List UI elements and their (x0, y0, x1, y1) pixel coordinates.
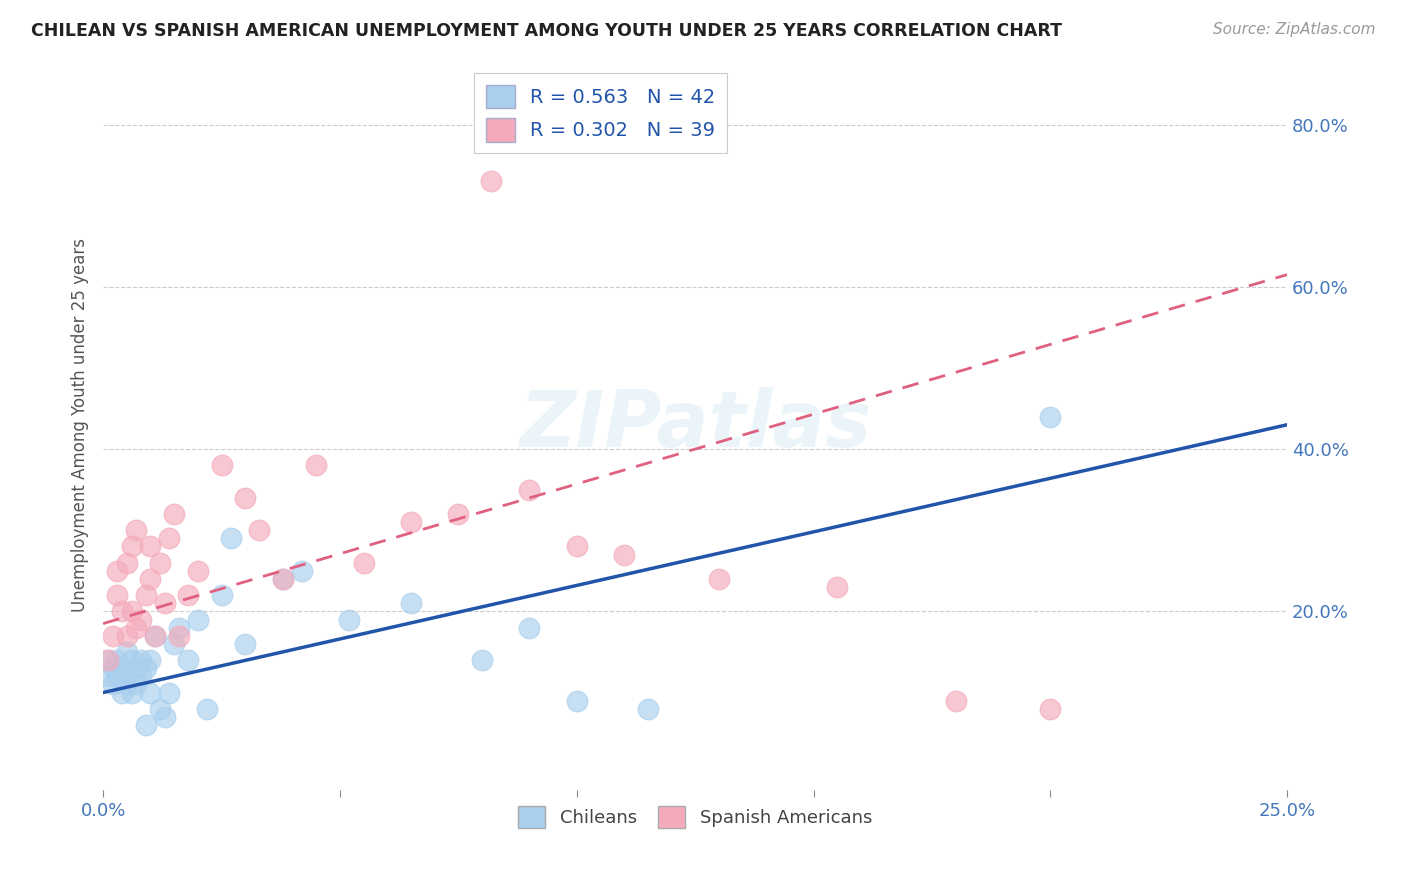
Point (97, 653, 120, 667)
Point (399, 596, 422, 610)
Point (135, 718, 157, 732)
Point (139, 572, 162, 586)
Point (139, 653, 162, 667)
Point (211, 458, 233, 473)
Point (139, 685, 162, 699)
Point (481, 174, 503, 188)
Point (195, 702, 218, 716)
Point (149, 556, 172, 570)
Text: ZIPatlas: ZIPatlas (519, 387, 872, 463)
Point (97, 669, 120, 683)
Point (517, 621, 540, 635)
Point (825, 580, 848, 594)
Point (101, 629, 124, 643)
Point (565, 693, 588, 707)
Point (167, 629, 190, 643)
Point (111, 604, 134, 618)
Point (159, 532, 181, 546)
Point (121, 653, 143, 667)
Point (139, 540, 162, 554)
Point (125, 661, 148, 675)
Point (249, 523, 271, 537)
Point (121, 685, 143, 699)
Point (111, 661, 134, 675)
Point (143, 629, 166, 643)
Point (143, 629, 166, 643)
Point (115, 645, 138, 659)
Point (613, 548, 636, 562)
Point (339, 613, 361, 627)
Point (97, 653, 120, 667)
Point (101, 677, 124, 691)
Point (129, 613, 152, 627)
Point (517, 483, 540, 497)
Point (163, 507, 186, 521)
Point (115, 669, 138, 683)
Point (945, 693, 967, 707)
Point (105, 653, 128, 667)
Point (353, 556, 375, 570)
Point (101, 661, 124, 675)
Point (135, 661, 157, 675)
Point (129, 669, 152, 683)
Point (153, 596, 176, 610)
Point (637, 702, 659, 716)
Point (149, 702, 172, 716)
Y-axis label: Unemployment Among Youth under 25 years: Unemployment Among Youth under 25 years (72, 238, 89, 612)
Point (1039, 702, 1062, 716)
Point (1039, 409, 1062, 424)
Point (187, 564, 209, 578)
Text: CHILEAN VS SPANISH AMERICAN UNEMPLOYMENT AMONG YOUTH UNDER 25 YEARS CORRELATION : CHILEAN VS SPANISH AMERICAN UNEMPLOYMENT… (31, 22, 1062, 40)
Text: Source: ZipAtlas.com: Source: ZipAtlas.com (1212, 22, 1375, 37)
Point (111, 685, 134, 699)
Point (447, 507, 470, 521)
Point (115, 629, 138, 643)
Point (163, 637, 186, 651)
Point (399, 515, 422, 529)
Point (125, 621, 148, 635)
Point (187, 613, 209, 627)
Point (135, 588, 157, 602)
Point (121, 604, 143, 618)
Point (211, 588, 233, 602)
Point (159, 685, 181, 699)
Point (129, 653, 152, 667)
Point (471, 653, 494, 667)
Point (125, 523, 148, 537)
Point (167, 621, 190, 635)
Point (565, 540, 588, 554)
Point (125, 677, 148, 691)
Point (105, 588, 128, 602)
Legend: Chileans, Spanish Americans: Chileans, Spanish Americans (510, 799, 879, 836)
Point (177, 653, 200, 667)
Point (219, 532, 242, 546)
Point (121, 540, 143, 554)
Point (177, 588, 200, 602)
Point (115, 677, 138, 691)
Point (153, 710, 176, 724)
Point (233, 637, 256, 651)
Point (305, 458, 328, 473)
Point (707, 572, 730, 586)
Point (105, 564, 128, 578)
Point (291, 564, 314, 578)
Point (271, 572, 294, 586)
Point (115, 556, 138, 570)
Point (233, 491, 256, 505)
Point (271, 572, 294, 586)
Point (105, 669, 128, 683)
